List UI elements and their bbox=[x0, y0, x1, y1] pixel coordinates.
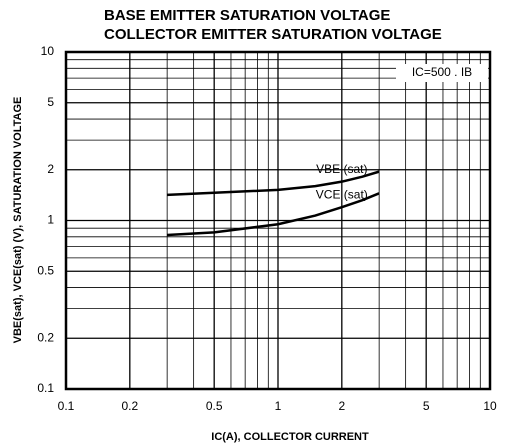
x-tick-label: 0.5 bbox=[206, 399, 223, 413]
x-tick-label: 0.2 bbox=[121, 399, 138, 413]
annotation: IC=500 . IB bbox=[412, 65, 472, 79]
y-tick-label: 5 bbox=[47, 95, 54, 109]
y-tick-label: 0.5 bbox=[37, 263, 54, 277]
y-tick-label: 0.1 bbox=[37, 381, 54, 395]
x-axis-label: IC(A), COLLECTOR CURRENT bbox=[211, 431, 369, 443]
chart-title: BASE EMITTER SATURATION VOLTAGE bbox=[104, 7, 390, 24]
series-label: VBE (sat) bbox=[316, 162, 367, 176]
y-axis-label: VBE(sat), VCE(sat) (V), SATURATION VOLTA… bbox=[12, 97, 24, 344]
x-tick-label: 5 bbox=[423, 399, 430, 413]
plot-frame bbox=[64, 50, 492, 391]
annotation-box bbox=[396, 64, 488, 82]
y-tick-label: 1 bbox=[47, 213, 54, 227]
y-tick-label: 10 bbox=[41, 44, 55, 58]
x-tick-label: 0.1 bbox=[58, 399, 75, 413]
chart-title: COLLECTOR EMITTER SATURATION VOLTAGE bbox=[104, 26, 442, 43]
series-line bbox=[167, 192, 380, 237]
series-label: VCE (sat) bbox=[316, 187, 368, 201]
x-tick-label: 2 bbox=[338, 399, 345, 413]
x-tick-label: 1 bbox=[275, 399, 282, 413]
x-tick-label: 10 bbox=[483, 399, 497, 413]
series-line bbox=[167, 170, 380, 197]
y-tick-label: 2 bbox=[47, 162, 54, 176]
y-tick-label: 0.2 bbox=[37, 330, 54, 344]
